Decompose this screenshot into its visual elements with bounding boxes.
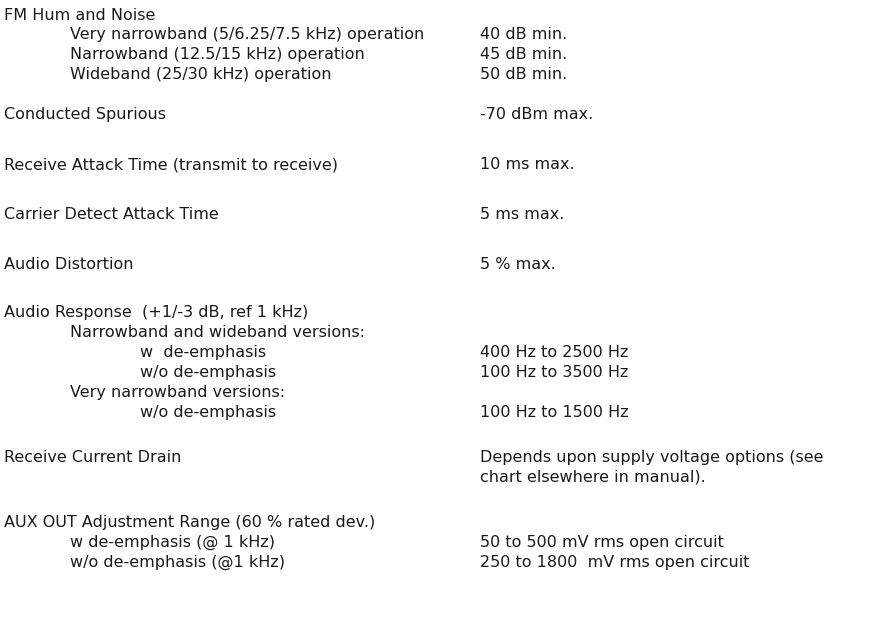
- Text: w/o de-emphasis: w/o de-emphasis: [140, 365, 276, 380]
- Text: Narrowband and wideband versions:: Narrowband and wideband versions:: [70, 325, 365, 340]
- Text: Depends upon supply voltage options (see: Depends upon supply voltage options (see: [480, 450, 823, 465]
- Text: Very narrowband versions:: Very narrowband versions:: [70, 385, 285, 400]
- Text: Narrowband (12.5/15 kHz) operation: Narrowband (12.5/15 kHz) operation: [70, 47, 365, 62]
- Text: 100 Hz to 3500 Hz: 100 Hz to 3500 Hz: [480, 365, 628, 380]
- Text: 45 dB min.: 45 dB min.: [480, 47, 567, 62]
- Text: w  de-emphasis: w de-emphasis: [140, 345, 266, 360]
- Text: Receive Current Drain: Receive Current Drain: [4, 450, 181, 465]
- Text: w/o de-emphasis: w/o de-emphasis: [140, 405, 276, 420]
- Text: -70 dBm max.: -70 dBm max.: [480, 107, 593, 122]
- Text: 250 to 1800  mV rms open circuit: 250 to 1800 mV rms open circuit: [480, 555, 750, 570]
- Text: 50 dB min.: 50 dB min.: [480, 67, 567, 82]
- Text: 40 dB min.: 40 dB min.: [480, 27, 567, 42]
- Text: AUX OUT Adjustment Range (60 % rated dev.): AUX OUT Adjustment Range (60 % rated dev…: [4, 515, 375, 530]
- Text: 100 Hz to 1500 Hz: 100 Hz to 1500 Hz: [480, 405, 628, 420]
- Text: chart elsewhere in manual).: chart elsewhere in manual).: [480, 470, 706, 485]
- Text: 5 ms max.: 5 ms max.: [480, 207, 564, 222]
- Text: 400 Hz to 2500 Hz: 400 Hz to 2500 Hz: [480, 345, 628, 360]
- Text: Receive Attack Time (transmit to receive): Receive Attack Time (transmit to receive…: [4, 157, 338, 172]
- Text: FM Hum and Noise: FM Hum and Noise: [4, 8, 156, 23]
- Text: Audio Response  (+1/-3 dB, ref 1 kHz): Audio Response (+1/-3 dB, ref 1 kHz): [4, 305, 308, 320]
- Text: Audio Distortion: Audio Distortion: [4, 257, 134, 272]
- Text: Conducted Spurious: Conducted Spurious: [4, 107, 166, 122]
- Text: Very narrowband (5/6.25/7.5 kHz) operation: Very narrowband (5/6.25/7.5 kHz) operati…: [70, 27, 424, 42]
- Text: 50 to 500 mV rms open circuit: 50 to 500 mV rms open circuit: [480, 535, 724, 550]
- Text: 10 ms max.: 10 ms max.: [480, 157, 575, 172]
- Text: 5 % max.: 5 % max.: [480, 257, 556, 272]
- Text: w/o de-emphasis (@1 kHz): w/o de-emphasis (@1 kHz): [70, 555, 285, 570]
- Text: Wideband (25/30 kHz) operation: Wideband (25/30 kHz) operation: [70, 67, 332, 82]
- Text: Carrier Detect Attack Time: Carrier Detect Attack Time: [4, 207, 219, 222]
- Text: w de-emphasis (@ 1 kHz): w de-emphasis (@ 1 kHz): [70, 535, 275, 550]
